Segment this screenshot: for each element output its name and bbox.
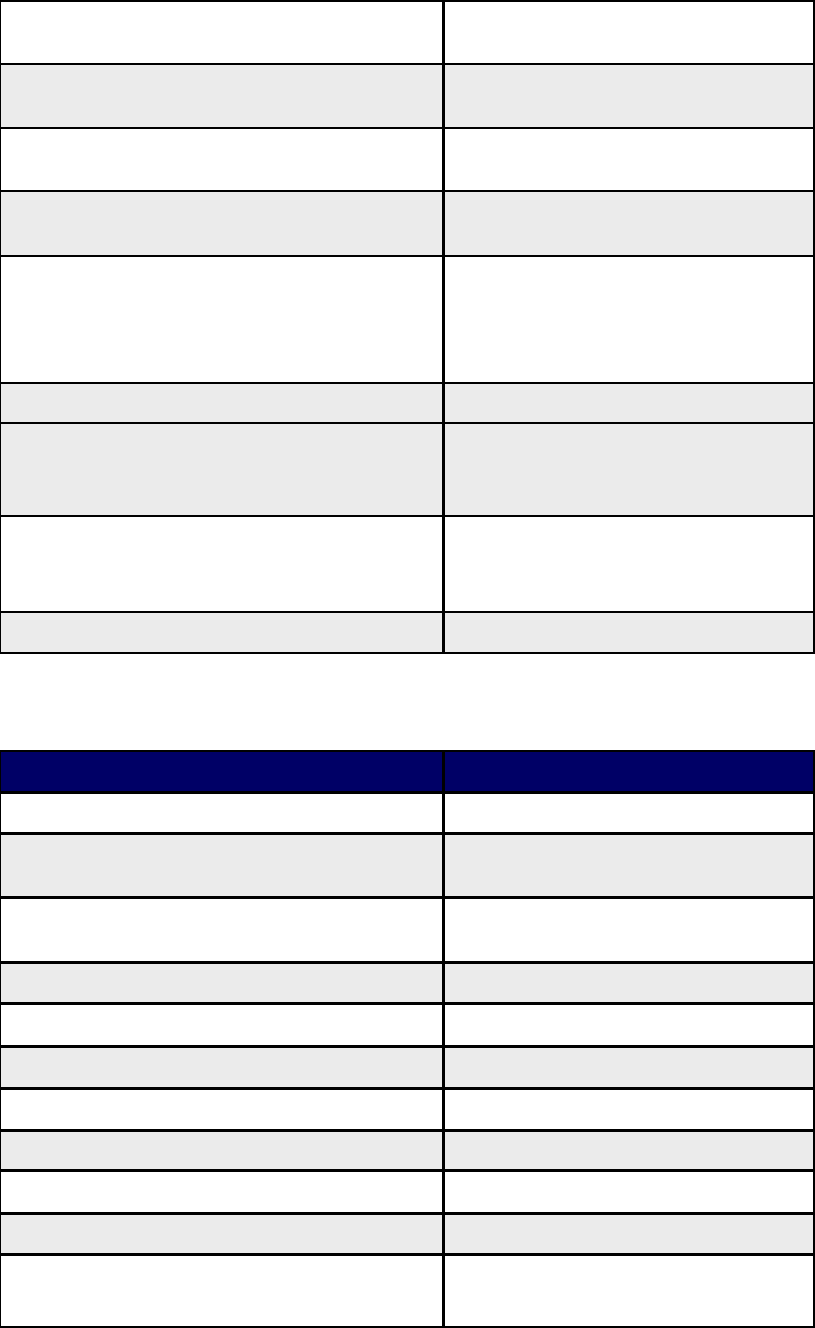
table-cell xyxy=(442,424,813,515)
table-cell xyxy=(1,424,442,515)
table-cell xyxy=(1,1172,442,1212)
table-row xyxy=(1,384,813,424)
table-cell xyxy=(1,899,442,961)
table-row xyxy=(1,964,813,1005)
table-row xyxy=(1,424,813,517)
table-cell xyxy=(442,899,813,961)
table-row xyxy=(1,1256,813,1328)
table-header-row xyxy=(1,752,813,794)
table-cell xyxy=(1,1005,442,1045)
table-cell xyxy=(442,835,813,896)
table-cell xyxy=(1,192,442,255)
table-row xyxy=(1,1215,813,1256)
table-cell xyxy=(1,1132,442,1169)
table-cell xyxy=(1,794,442,832)
table-row xyxy=(1,1005,813,1048)
table-header-cell xyxy=(442,752,813,791)
table-cell xyxy=(442,1256,813,1326)
table-cell xyxy=(1,257,442,382)
table-cell xyxy=(442,2,813,63)
table-row xyxy=(1,835,813,899)
table-row xyxy=(1,899,813,964)
table-cell xyxy=(1,1215,442,1253)
table-cell xyxy=(442,1172,813,1212)
table-row xyxy=(1,1172,813,1215)
table-cell xyxy=(442,384,813,422)
table-header-cell xyxy=(1,752,442,791)
table-cell xyxy=(1,517,442,611)
table-row xyxy=(1,1132,813,1172)
table-cell xyxy=(1,65,442,127)
table-cell xyxy=(1,129,442,190)
table-row xyxy=(1,517,813,613)
table-row xyxy=(1,1048,813,1090)
table-cell xyxy=(442,65,813,127)
table-cell xyxy=(442,613,813,652)
table-cell xyxy=(442,129,813,190)
table-cell xyxy=(442,964,813,1002)
table-row xyxy=(1,65,813,129)
table-row xyxy=(1,2,813,65)
table-cell xyxy=(442,794,813,832)
lower-table xyxy=(0,750,815,1328)
table-cell xyxy=(1,2,442,63)
table-row xyxy=(1,613,813,654)
table-cell xyxy=(1,1048,442,1087)
table-cell xyxy=(442,1005,813,1045)
table-row xyxy=(1,794,813,835)
table-cell xyxy=(442,517,813,611)
table-cell xyxy=(442,1090,813,1129)
table-cell xyxy=(442,1048,813,1087)
upper-table xyxy=(0,0,815,654)
table-cell xyxy=(1,384,442,422)
table-cell xyxy=(442,257,813,382)
table-cell xyxy=(1,964,442,1002)
table-row xyxy=(1,1090,813,1132)
table-cell xyxy=(1,1090,442,1129)
table-row xyxy=(1,129,813,192)
table-cell xyxy=(1,613,442,652)
table-cell xyxy=(442,1132,813,1169)
table-cell xyxy=(442,192,813,255)
table-row xyxy=(1,257,813,384)
table-cell xyxy=(1,835,442,896)
table-cell xyxy=(1,1256,442,1326)
table-row xyxy=(1,192,813,257)
table-cell xyxy=(442,1215,813,1253)
